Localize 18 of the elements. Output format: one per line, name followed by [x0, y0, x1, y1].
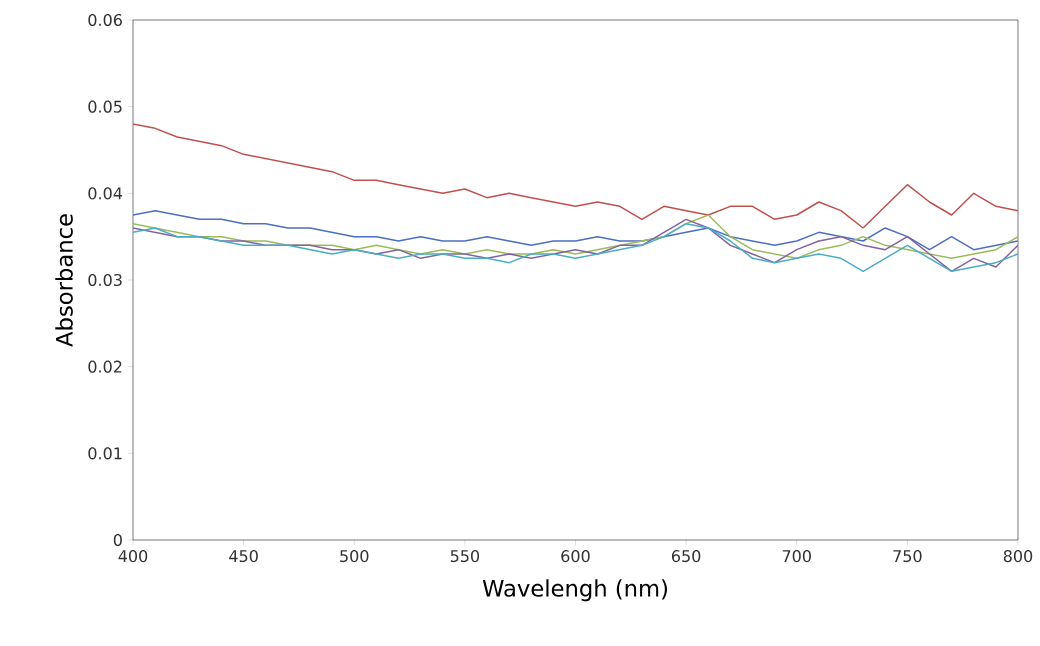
x-tick-label: 650 [671, 550, 701, 563]
y-tick-label: 0.04 [88, 187, 123, 200]
x-axis-title: Wavelengh (nm) [482, 579, 668, 602]
x-tick-label: 400 [118, 550, 148, 563]
x-tick-label: 750 [893, 550, 922, 563]
y-tick-label: 0.01 [88, 447, 122, 460]
y-axis-title: Absorbance [55, 214, 73, 347]
y-tick-label: 0.06 [88, 13, 122, 27]
y-tick-label: 0.02 [88, 360, 122, 373]
x-tick-label: 500 [340, 550, 369, 563]
x-tick-label: 700 [782, 550, 811, 563]
y-tick-label: 0.03 [88, 273, 122, 287]
y-tick-label: 0 [113, 533, 122, 547]
x-tick-label: 450 [229, 550, 258, 563]
x-tick-label: 800 [1003, 550, 1033, 563]
x-tick-label: 550 [450, 550, 480, 563]
y-tick-label: 0.05 [88, 100, 122, 113]
x-tick-label: 600 [561, 550, 590, 563]
